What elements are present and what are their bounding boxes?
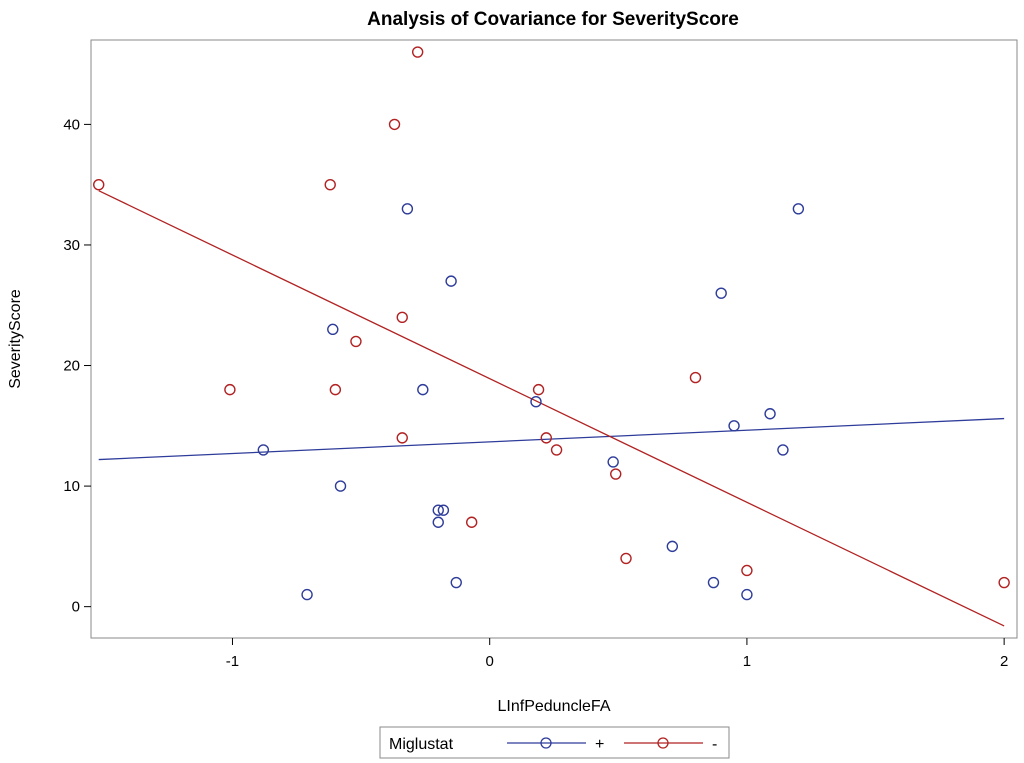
y-tick-label: 30 — [63, 237, 80, 254]
fit-line-minus — [98, 190, 1005, 627]
data-point-plus — [764, 408, 776, 420]
data-point-minus — [998, 576, 1010, 589]
x-tick-label: 1 — [743, 653, 751, 670]
x-tick-label: -1 — [226, 653, 239, 670]
data-point-minus — [532, 383, 545, 396]
data-point-minus — [93, 178, 105, 191]
data-point-plus — [666, 540, 679, 553]
data-point-plus — [530, 395, 542, 408]
data-point-plus — [432, 516, 444, 528]
y-tick-label: 10 — [63, 478, 80, 495]
data-point-minus — [396, 432, 408, 444]
plot-area-frame — [90, 39, 1018, 639]
legend-marker-minus — [657, 737, 669, 749]
data-point-plus — [777, 444, 789, 456]
x-tick-label: 2 — [1000, 653, 1008, 670]
data-point-plus — [792, 203, 805, 215]
data-point-plus — [417, 383, 429, 396]
data-point-plus — [437, 504, 450, 516]
data-point-plus — [715, 287, 727, 299]
data-point-plus — [301, 588, 313, 601]
data-point-plus — [327, 323, 339, 336]
y-axis-label: SeverityScore — [7, 289, 24, 389]
data-point-minus — [620, 552, 632, 565]
legend: Miglustat + - — [379, 726, 730, 759]
data-point-plus — [741, 588, 753, 601]
x-tick-label: 0 — [486, 653, 494, 670]
chart-title: Analysis of Covariance for SeverityScore — [367, 9, 739, 30]
legend-marker-plus — [540, 737, 552, 749]
data-point-minus — [411, 46, 424, 58]
y-tick-label: 40 — [63, 116, 80, 133]
data-point-plus — [432, 504, 444, 516]
y-tick-label: 0 — [72, 599, 80, 616]
data-point-plus — [257, 444, 270, 456]
data-points — [93, 46, 1010, 601]
y-tick-label: 20 — [63, 358, 80, 375]
data-point-minus — [350, 335, 362, 348]
data-point-plus — [401, 203, 414, 215]
data-point-plus — [607, 456, 619, 468]
data-point-minus — [224, 383, 236, 396]
data-point-minus — [689, 371, 702, 384]
data-point-minus — [324, 178, 336, 191]
data-point-plus — [450, 576, 462, 589]
data-point-minus — [329, 383, 342, 396]
fit-lines — [98, 190, 1005, 627]
y-axis: 0 10 20 30 40 — [63, 116, 91, 616]
data-point-plus — [334, 480, 347, 492]
data-point-minus — [396, 311, 408, 323]
legend-title: Miglustat — [389, 736, 454, 753]
x-axis: -1 0 1 2 — [226, 638, 1008, 670]
data-point-plus — [707, 576, 720, 589]
x-axis-label: LInfPeduncleFA — [498, 698, 611, 715]
data-point-plus — [728, 420, 740, 432]
data-point-minus — [610, 468, 622, 480]
legend-label-minus: - — [712, 736, 717, 753]
data-point-minus — [388, 118, 401, 131]
data-point-minus — [741, 564, 753, 577]
data-point-minus — [540, 432, 552, 444]
data-point-minus — [465, 516, 478, 528]
data-point-plus — [445, 275, 457, 287]
data-point-minus — [550, 444, 563, 456]
legend-label-plus: + — [595, 736, 604, 753]
